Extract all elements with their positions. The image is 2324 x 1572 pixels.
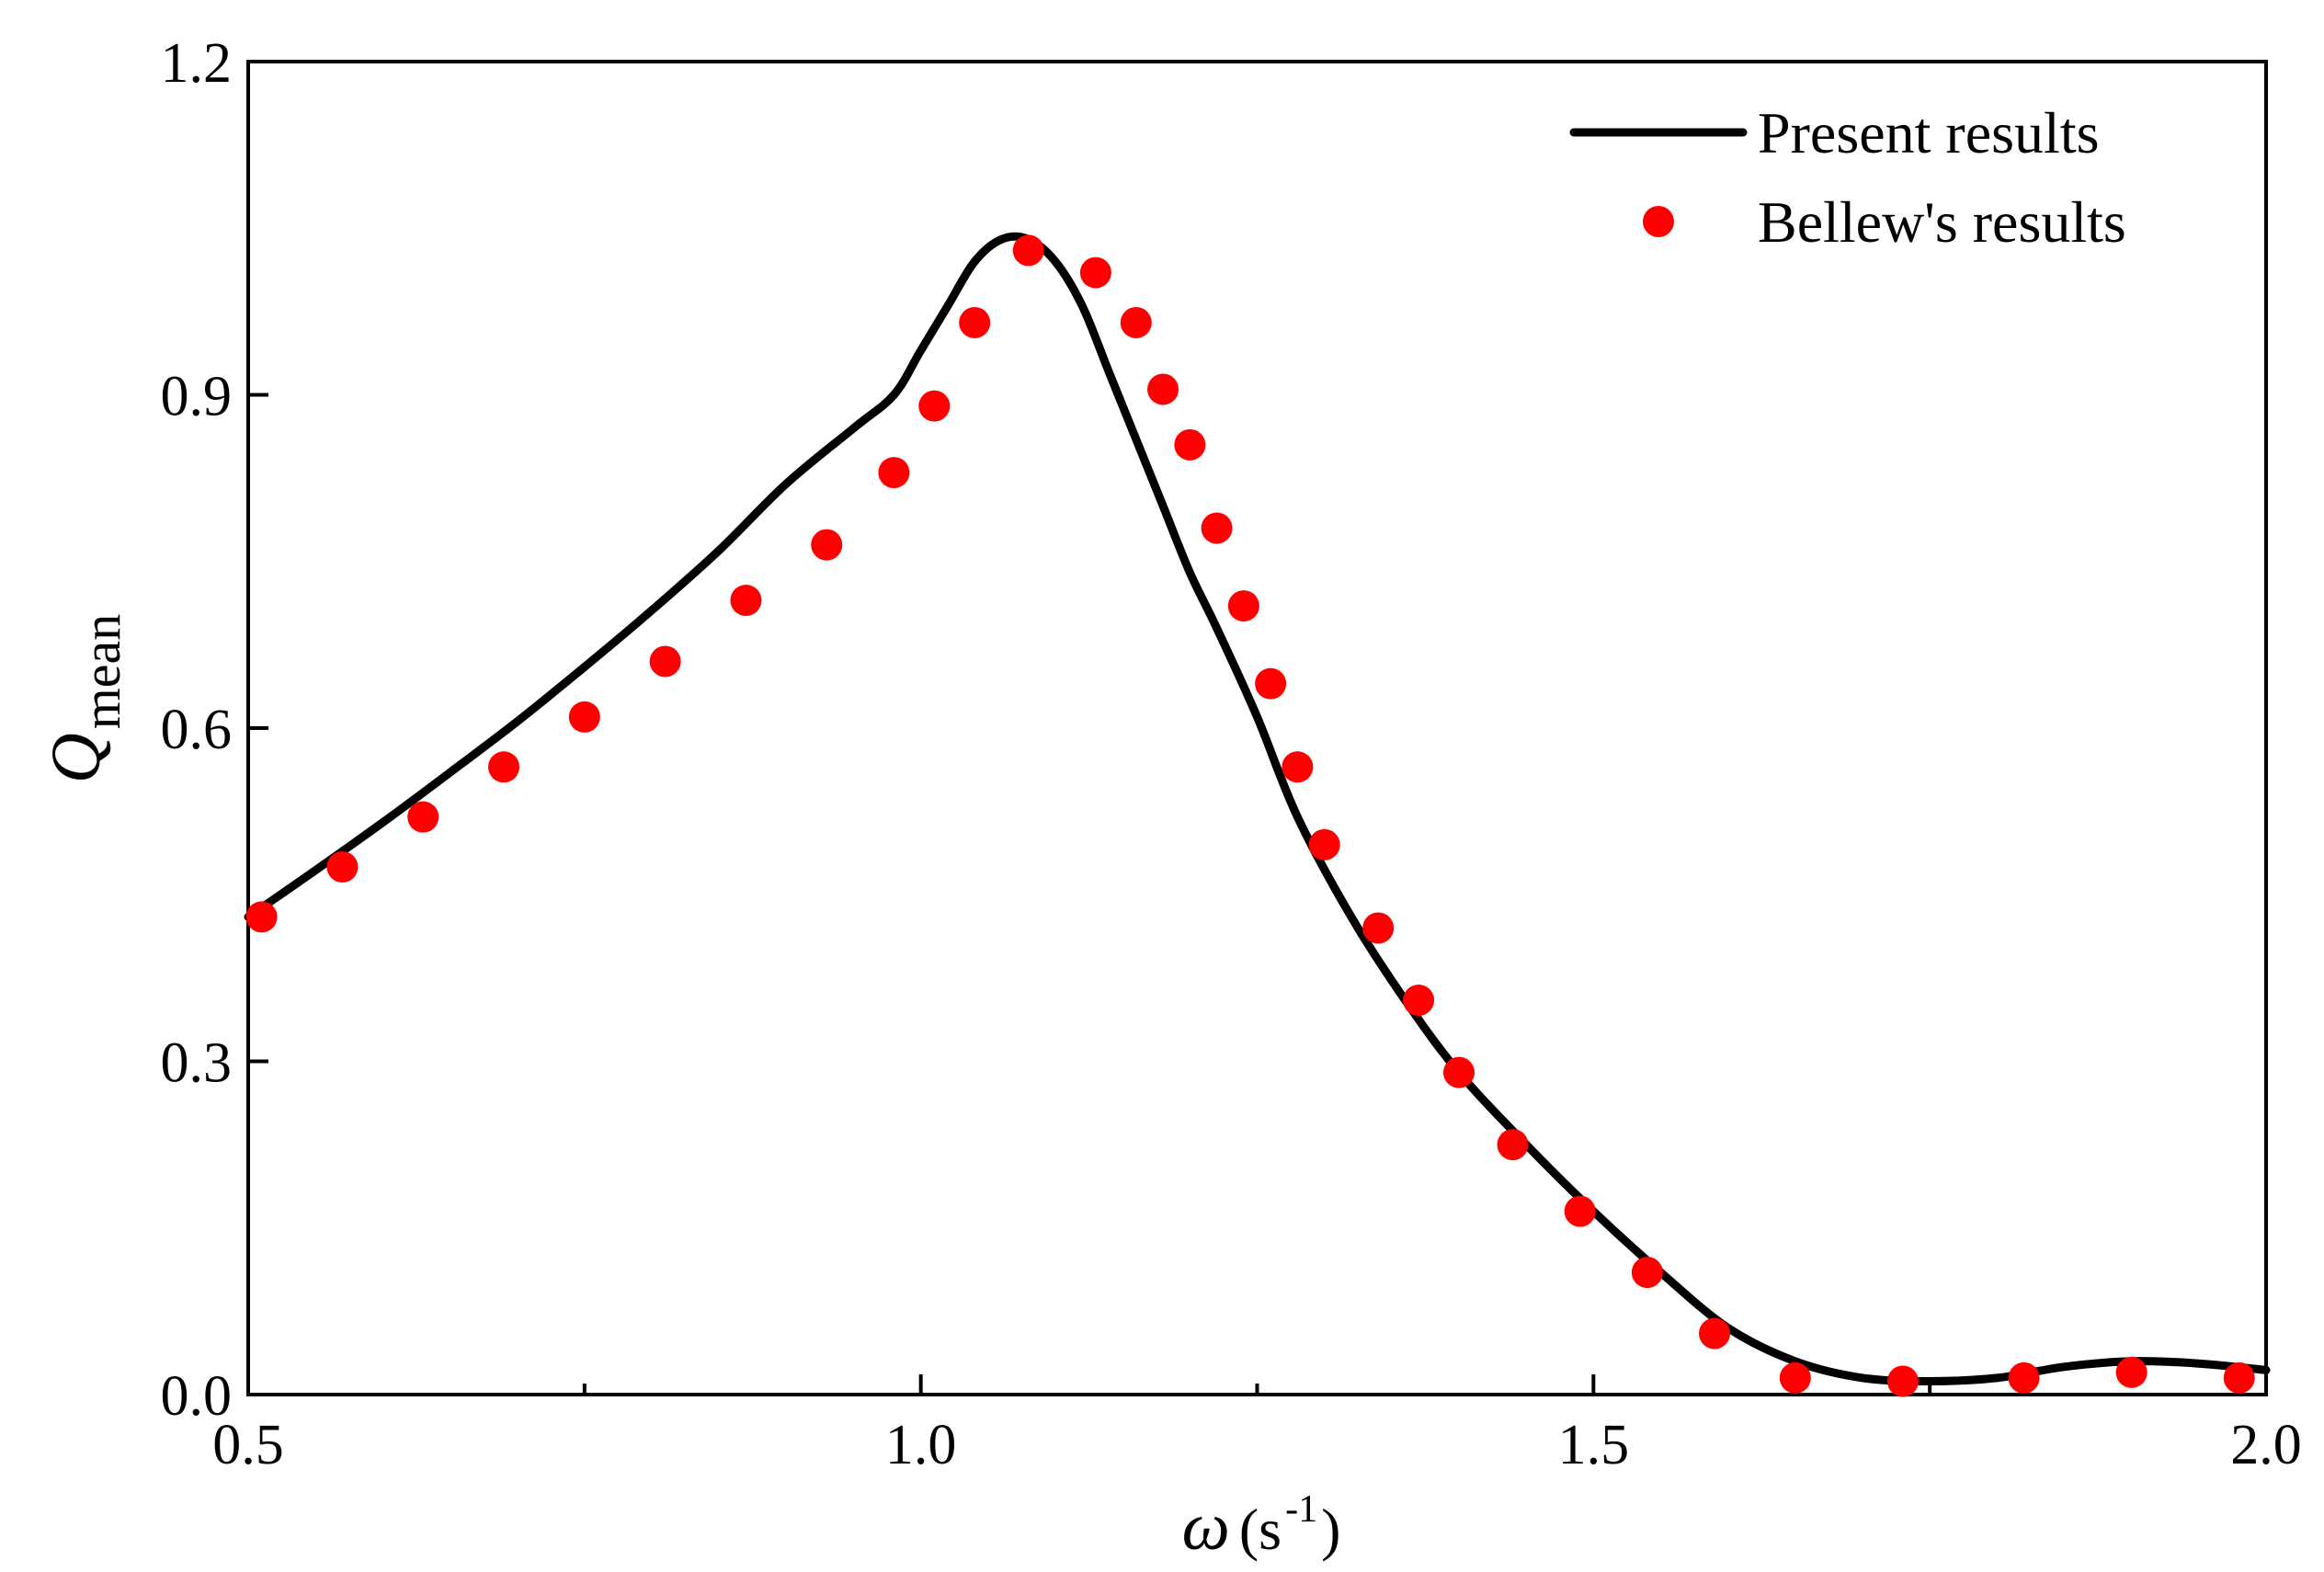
plot-frame [246,60,2268,1396]
data-point-bellew [1497,1129,1529,1161]
y-tick-label: 1.2 [161,32,233,95]
data-point-bellew [1012,234,1044,267]
x-axis-title: ω (s -1 ) [1182,1488,1341,1565]
data-point-bellew [1443,1056,1475,1088]
series-line-present-results [244,232,2271,1385]
x-axis-unit-open: (s [1239,1497,1282,1562]
data-point-bellew [1120,306,1152,338]
data-point-bellew [568,701,600,733]
data-point-bellew [730,585,762,617]
x-tick-label: 0.5 [212,1414,284,1476]
y-tick-label: 0.0 [161,1365,233,1428]
legend-marker-swatch [1643,206,1674,237]
data-point-bellew [2008,1361,2040,1394]
y-tick-label: 0.9 [161,366,233,428]
data-point-bellew [1079,256,1111,289]
data-point-bellew [878,457,910,489]
x-tick-label: 1.0 [885,1414,957,1476]
data-point-bellew [1282,751,1314,783]
data-point-bellew [1147,373,1179,405]
y-axis-symbol: Q [38,733,115,783]
data-point-bellew [649,645,681,678]
legend: Present results Bellew's results [1569,100,2126,255]
data-point-bellew [2115,1356,2147,1388]
x-axis-unit-close: ) [1321,1497,1340,1562]
data-point-bellew [2223,1361,2255,1394]
x-tick-label: 1.5 [1558,1414,1630,1476]
data-point-bellew [1779,1361,1811,1394]
data-point-bellew [918,390,951,422]
y-tick-label: 0.6 [161,699,233,761]
data-point-bellew [1255,667,1287,700]
y-tick-label: 0.3 [161,1032,233,1095]
y-axis-title: Q mean [38,614,131,784]
data-point-bellew [245,901,278,933]
data-point-bellew [1631,1257,1663,1289]
y-axis-subscript: mean [72,614,131,730]
legend-label-bellew: Bellew's results [1758,189,2126,255]
x-axis-unit-exp: -1 [1285,1488,1317,1531]
data-point-bellew [1174,428,1206,461]
data-point-bellew [1699,1317,1731,1350]
x-axis: 0.5 1.0 1.5 2.0 [212,1374,2302,1476]
data-point-bellew [326,851,359,883]
data-point-bellew [959,306,991,338]
legend-label-present: Present results [1758,100,2100,165]
data-point-bellew [1564,1195,1596,1227]
data-point-bellew [1403,985,1435,1017]
x-axis-symbol: ω [1182,1489,1230,1565]
data-point-bellew [1201,512,1233,544]
data-point-bellew [1227,590,1259,622]
data-point-bellew [811,529,843,561]
plot-area [244,60,2271,1397]
data-point-bellew [1362,912,1395,944]
data-point-bellew [1886,1365,1919,1397]
data-point-bellew [488,751,520,783]
data-point-bellew [1308,828,1340,860]
y-axis: 0.0 0.3 0.6 0.9 1.2 [161,32,268,1428]
data-point-bellew [407,801,439,833]
x-tick-label: 2.0 [2230,1414,2302,1476]
